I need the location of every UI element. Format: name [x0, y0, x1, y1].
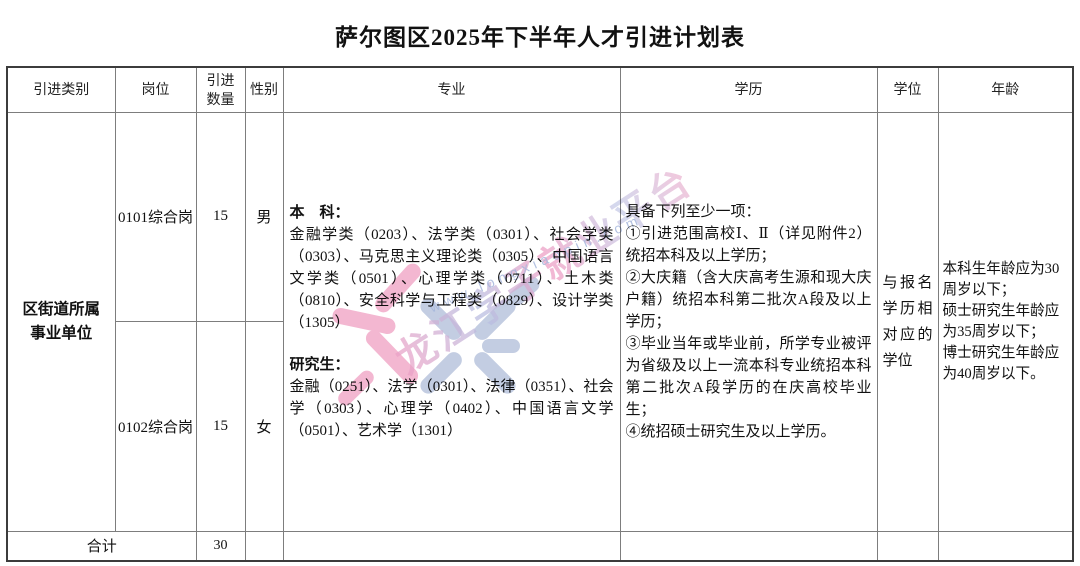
total-empty-cell: [937, 530, 1074, 562]
education-item-2: ②大庆籍（含大庆高考生源和现大庆户籍）统招本科第二批次A段及以上学历；: [625, 269, 872, 330]
post-cell-0101: 0101综合岗: [114, 111, 197, 322]
col-header-major: 专业: [282, 66, 621, 113]
age-line-master: 硕士研究生年龄应为35周岁以下；: [942, 302, 1060, 340]
gender-cell-0101: 男: [244, 111, 284, 322]
page-title: 萨尔图区2025年下半年人才引进计划表: [335, 25, 745, 50]
total-count-cell: 30: [195, 530, 246, 562]
category-cell: 区街道所属事业单位: [6, 111, 116, 532]
total-label-cell: 合计: [6, 530, 197, 562]
total-empty-cell: [282, 530, 621, 562]
education-item-1: ①引进范围高校Ⅰ、Ⅱ（详见附件2）统招本科及以上学历；: [625, 225, 872, 264]
col-header-age: 年龄: [937, 66, 1074, 113]
table-row: 0102综合岗 15 女: [7, 320, 1073, 532]
recruitment-plan-table: 引进类别 岗位 引进数量 性别 专业 学历 学位 年龄 区街道所属事业单位 01…: [6, 66, 1074, 562]
total-empty-cell: [619, 530, 878, 562]
education-item-3: ③毕业当年或毕业前，所学专业被评为省级及以上一流本科专业统招本科第二批次A段学历…: [625, 335, 872, 418]
post-cell-0102: 0102综合岗: [114, 320, 197, 532]
education-cell: 具备下列至少一项： ①引进范围高校Ⅰ、Ⅱ（详见附件2）统招本科及以上学历； ②大…: [619, 111, 878, 532]
bachelor-majors: 金融学类（0203）、法学类（0301）、社会学类（0303）、马克思主义理论类…: [289, 226, 614, 331]
age-line-bachelor: 本科生年龄应为30周岁以下；: [942, 260, 1060, 298]
graduate-label: 研究生：: [289, 356, 350, 373]
education-item-4: ④统招硕士研究生及以上学历。: [625, 423, 836, 440]
col-header-education: 学历: [619, 66, 878, 113]
gender-cell-0102: 女: [244, 320, 284, 532]
age-cell: 本科生年龄应为30周岁以下； 硕士研究生年龄应为35周岁以下； 博士研究生年龄应…: [937, 111, 1074, 532]
graduate-majors: 金融（0251）、法学（0301）、法律（0351）、社会学（0303）、心理学…: [289, 378, 614, 439]
major-cell: 本 科： 金融学类（0203）、法学类（0301）、社会学类（0303）、马克思…: [282, 111, 621, 532]
total-empty-cell: [876, 530, 939, 562]
col-header-gender: 性别: [244, 66, 284, 113]
total-empty-cell: [244, 530, 284, 562]
header-row: 引进类别 岗位 引进数量 性别 专业 学历 学位 年龄: [6, 66, 1074, 113]
degree-cell: 与报名学历相对应的学位: [876, 111, 939, 532]
col-header-post: 岗位: [114, 66, 197, 113]
age-line-doctor: 博士研究生年龄应为40周岁以下。: [942, 344, 1060, 382]
col-header-degree: 学位: [876, 66, 939, 113]
table-row: 区街道所属事业单位 0101综合岗 15 男 本 科： 金融学类（0203）、法…: [6, 111, 1074, 532]
total-row: 合计 30: [6, 530, 1074, 562]
education-intro: 具备下列至少一项：: [625, 203, 761, 220]
count-cell-0102: 15: [195, 320, 246, 532]
col-header-category: 引进类别: [6, 66, 116, 113]
col-header-count: 引进数量: [195, 66, 246, 113]
count-cell-0101: 15: [195, 111, 246, 322]
bachelor-label: 本 科：: [289, 204, 350, 221]
